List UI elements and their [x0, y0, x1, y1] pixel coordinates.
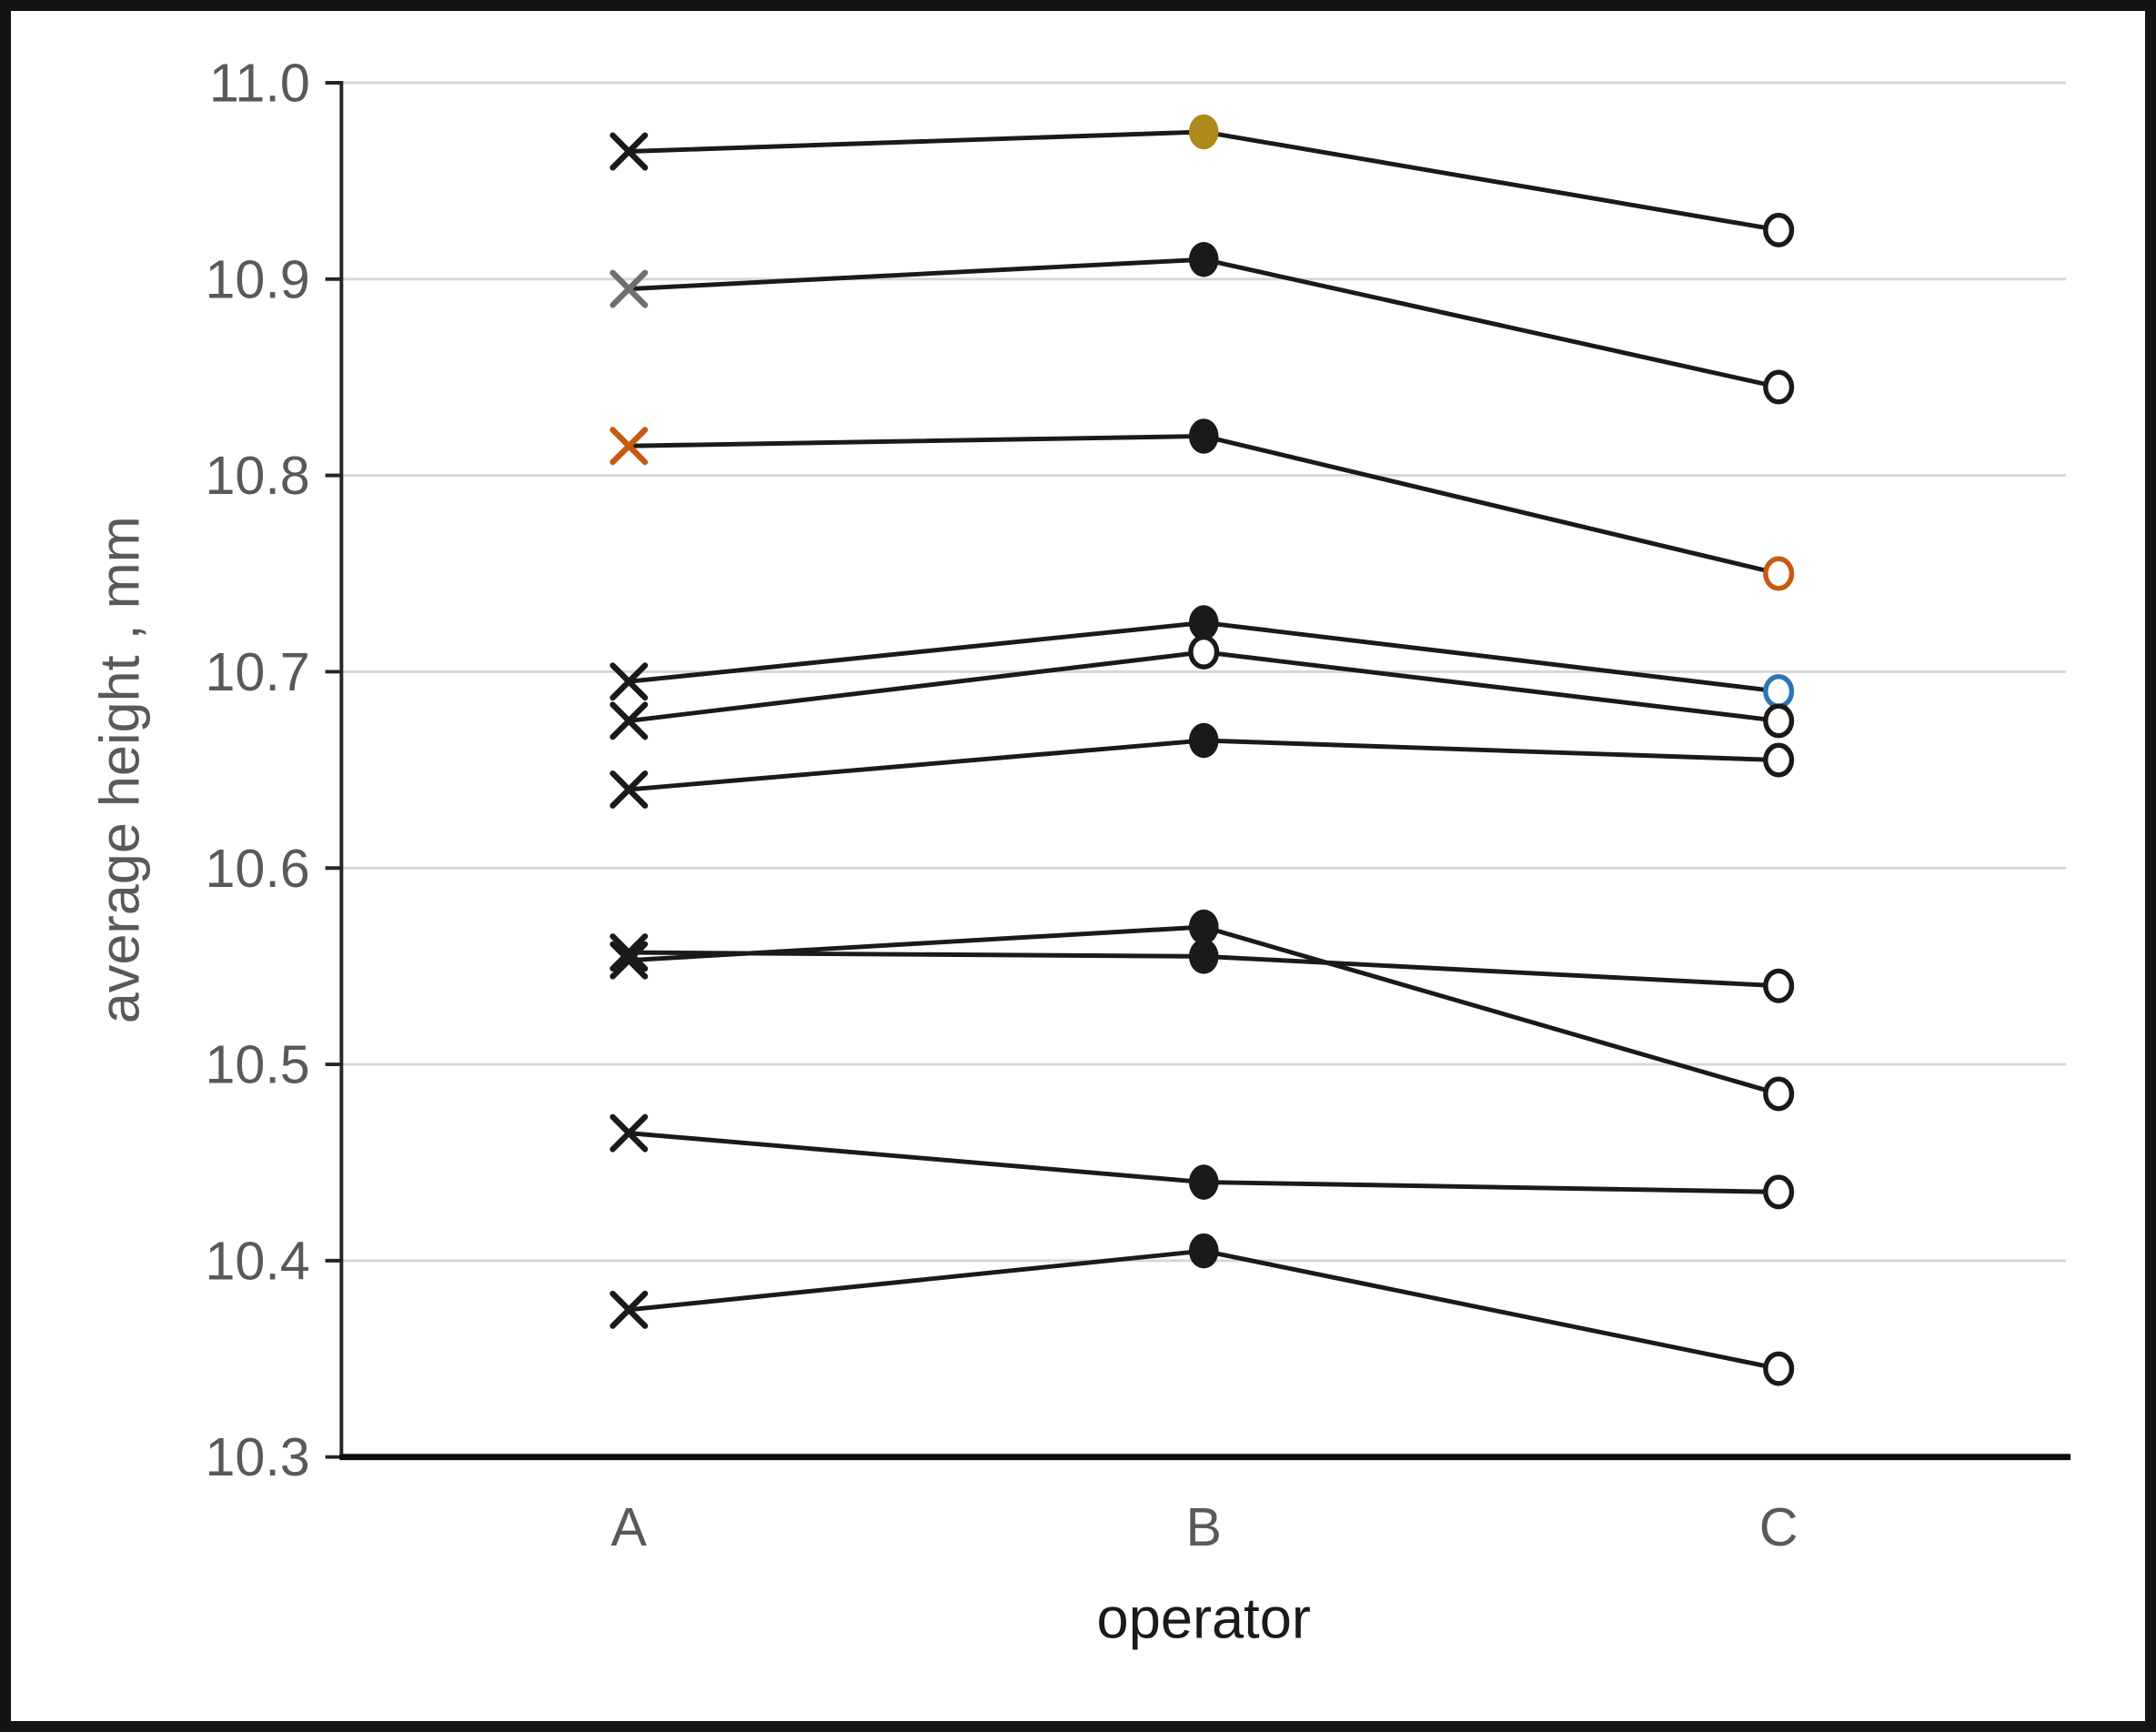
x-stroke [610, 269, 649, 308]
chart-svg: 11.0 10.9 10.8 10.7 10.6 10.5 10.4 10.3 A B C ope… [88, 52, 2071, 1650]
marker-circle [1763, 1174, 1795, 1210]
y-tick-labels: 11.0 10.9 10.8 10.7 10.6 10.5 10.4 10.3 [205, 52, 309, 1487]
marker-x [610, 427, 649, 466]
x-tick-label: B [1185, 1496, 1222, 1557]
y-tick-label: 10.8 [205, 445, 309, 506]
marker-dot [1188, 722, 1219, 759]
marker-circle [1188, 634, 1220, 670]
marker-circle [1763, 674, 1795, 710]
marker-circle [1763, 556, 1795, 591]
x-tick-label: A [611, 1496, 648, 1557]
series-line [629, 433, 1779, 576]
marker-x [610, 269, 649, 308]
y-tick-label: 10.7 [205, 641, 309, 702]
marker-circle [1763, 742, 1795, 778]
marker-x [610, 701, 649, 740]
x-stroke [610, 1290, 649, 1329]
marker-x [610, 662, 649, 701]
y-tick-label: 10.4 [205, 1230, 309, 1291]
marker-circle [1763, 212, 1795, 247]
x-axis-title: operator [1097, 1586, 1311, 1650]
x-stroke [610, 933, 649, 972]
marker-dot [1188, 1164, 1219, 1200]
x-stroke [610, 427, 649, 466]
marker-dot [1188, 418, 1219, 454]
marker-circle [1763, 369, 1795, 405]
marker-dot [1188, 909, 1219, 945]
marker-dot [1188, 114, 1219, 150]
marker-x [610, 1290, 649, 1329]
marker-dot [1188, 605, 1219, 640]
y-axis [325, 81, 344, 1460]
y-tick-label: 11.0 [209, 52, 310, 113]
y-tick-label: 10.5 [205, 1034, 309, 1095]
x-stroke [610, 941, 649, 980]
marker-x [610, 132, 649, 171]
x-stroke [610, 770, 649, 809]
marker-circle [1763, 1076, 1795, 1112]
x-stroke [610, 662, 649, 701]
x-stroke [610, 1113, 649, 1153]
marker-dot [1188, 1233, 1219, 1269]
x-tick-label: C [1759, 1496, 1798, 1557]
marker-circle [1763, 1351, 1795, 1386]
marker-x [610, 770, 649, 809]
marker-x [610, 933, 649, 972]
marker-circle [1763, 703, 1795, 739]
marker-x [610, 941, 649, 980]
gridlines [341, 81, 2067, 1263]
series-line [629, 1248, 1779, 1372]
marker-circle [1763, 968, 1795, 1003]
marker-dot [1188, 241, 1219, 277]
series-markers [610, 114, 1795, 1386]
marker-dot [1188, 939, 1219, 974]
x-stroke [610, 701, 649, 740]
y-axis-title: average height , mm [88, 516, 150, 1023]
x-stroke [610, 132, 649, 171]
y-tick-label: 10.9 [205, 248, 309, 309]
y-tick-label: 10.3 [205, 1426, 309, 1487]
marker-x [610, 1113, 649, 1153]
x-tick-labels: A B C [611, 1496, 1798, 1557]
y-tick-label: 10.6 [205, 838, 309, 899]
